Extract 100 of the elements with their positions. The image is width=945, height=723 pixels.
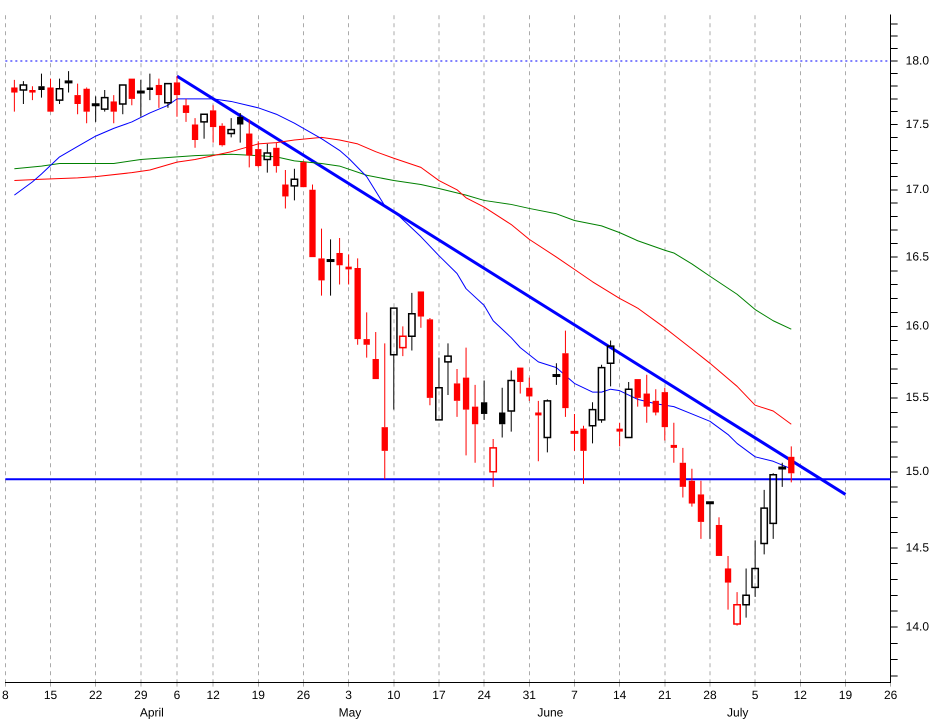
candlestick [118,84,127,115]
candlestick [128,78,135,106]
candlestick [38,73,45,98]
candlestick [11,79,18,112]
x-tick-label: 26 [884,688,898,702]
candlestick [706,501,714,540]
candlestick [606,340,615,387]
candlestick [644,374,650,424]
x-tick-label: 6 [174,688,181,702]
candlestick [263,143,272,174]
candlestick [156,78,162,108]
y-tick-label: 17.5 [906,116,930,131]
x-tick-label: 14 [612,688,627,702]
candlestick [227,118,236,138]
text: April [140,705,164,720]
y-tick-label: 15.5 [906,390,930,404]
y-tick-label: 17.0 [906,182,930,196]
candlestick [462,347,470,456]
text: June [537,705,564,720]
x-tick-label: 19 [252,688,266,702]
candlestick [562,330,569,418]
x-tick-label: 26 [296,688,310,702]
candlestick [472,384,478,464]
x-tick-label: 15 [44,688,58,702]
candlestick [517,368,524,394]
candlestick [210,104,216,144]
x-tick-label: 12 [794,688,808,702]
x-tick-label: 21 [658,688,672,702]
text: July [727,705,748,720]
x-tick-label: 24 [477,688,492,702]
candlestick [426,317,434,406]
candlestick [164,82,172,108]
candlestick [182,98,190,122]
x-tick-label: 3 [345,688,352,702]
x-tick-label: 8 [2,688,9,702]
candlestick [309,184,316,258]
candlestick [336,238,343,286]
candlestick [345,254,352,286]
candlestick [552,362,560,386]
candlestick [716,516,722,556]
candlestick [526,377,532,402]
candlestick [382,342,388,480]
candlestick [354,258,361,346]
candlestick [724,555,732,610]
candlestick [398,326,407,357]
x-tick-label: 22 [88,688,103,702]
candlestick [543,398,552,453]
candlestick [282,170,289,209]
candlestick [454,368,460,418]
candlestick [136,79,145,118]
candlestick [29,86,36,101]
candlestick [174,76,180,118]
candlestick [326,238,334,296]
candlestick [218,122,226,147]
candlestick [733,592,741,626]
candlestick [698,480,704,540]
candlestick [435,357,443,421]
candlestick [318,228,325,296]
candlestick [255,140,262,168]
candlestick [751,540,760,598]
candlestick [624,381,633,438]
candlestick [634,379,641,408]
candlestick [670,422,677,464]
candlestick [200,113,208,140]
y-tick-label: 14.5 [906,540,930,554]
candlestick [535,400,542,462]
candlestick [499,387,506,438]
candlestick [489,438,498,488]
candlestick [480,380,488,420]
candlestick [507,370,516,432]
candlestick [616,422,623,447]
candlestick [237,112,244,144]
candlestick [688,468,696,508]
candlestick [680,447,686,498]
candlestick [662,387,668,441]
x-tick-label: 28 [703,688,717,702]
candlestick [83,86,90,124]
candlestick [372,332,379,380]
candlestick [364,312,370,358]
candlestick [74,83,81,115]
text: May [338,705,362,720]
candlestick [570,413,578,452]
candlestick [47,78,54,112]
x-tick-label: 7 [571,688,578,702]
candlestick [390,307,398,410]
candlestick [146,73,154,101]
candlestick [580,425,587,484]
y-tick-label: 15.0 [906,464,930,478]
candlestick [408,292,416,351]
candlestick [778,462,786,488]
candlestick [110,94,117,124]
x-tick-label: 12 [206,688,220,702]
candlestick [273,142,280,174]
candlestick [56,78,64,104]
candlestick [290,168,298,201]
candlestick [788,446,794,483]
x-tick-label: 19 [838,688,852,702]
x-tick-label: 5 [752,688,759,702]
candlestick [652,388,659,416]
x-tick-label: 17 [432,688,446,702]
